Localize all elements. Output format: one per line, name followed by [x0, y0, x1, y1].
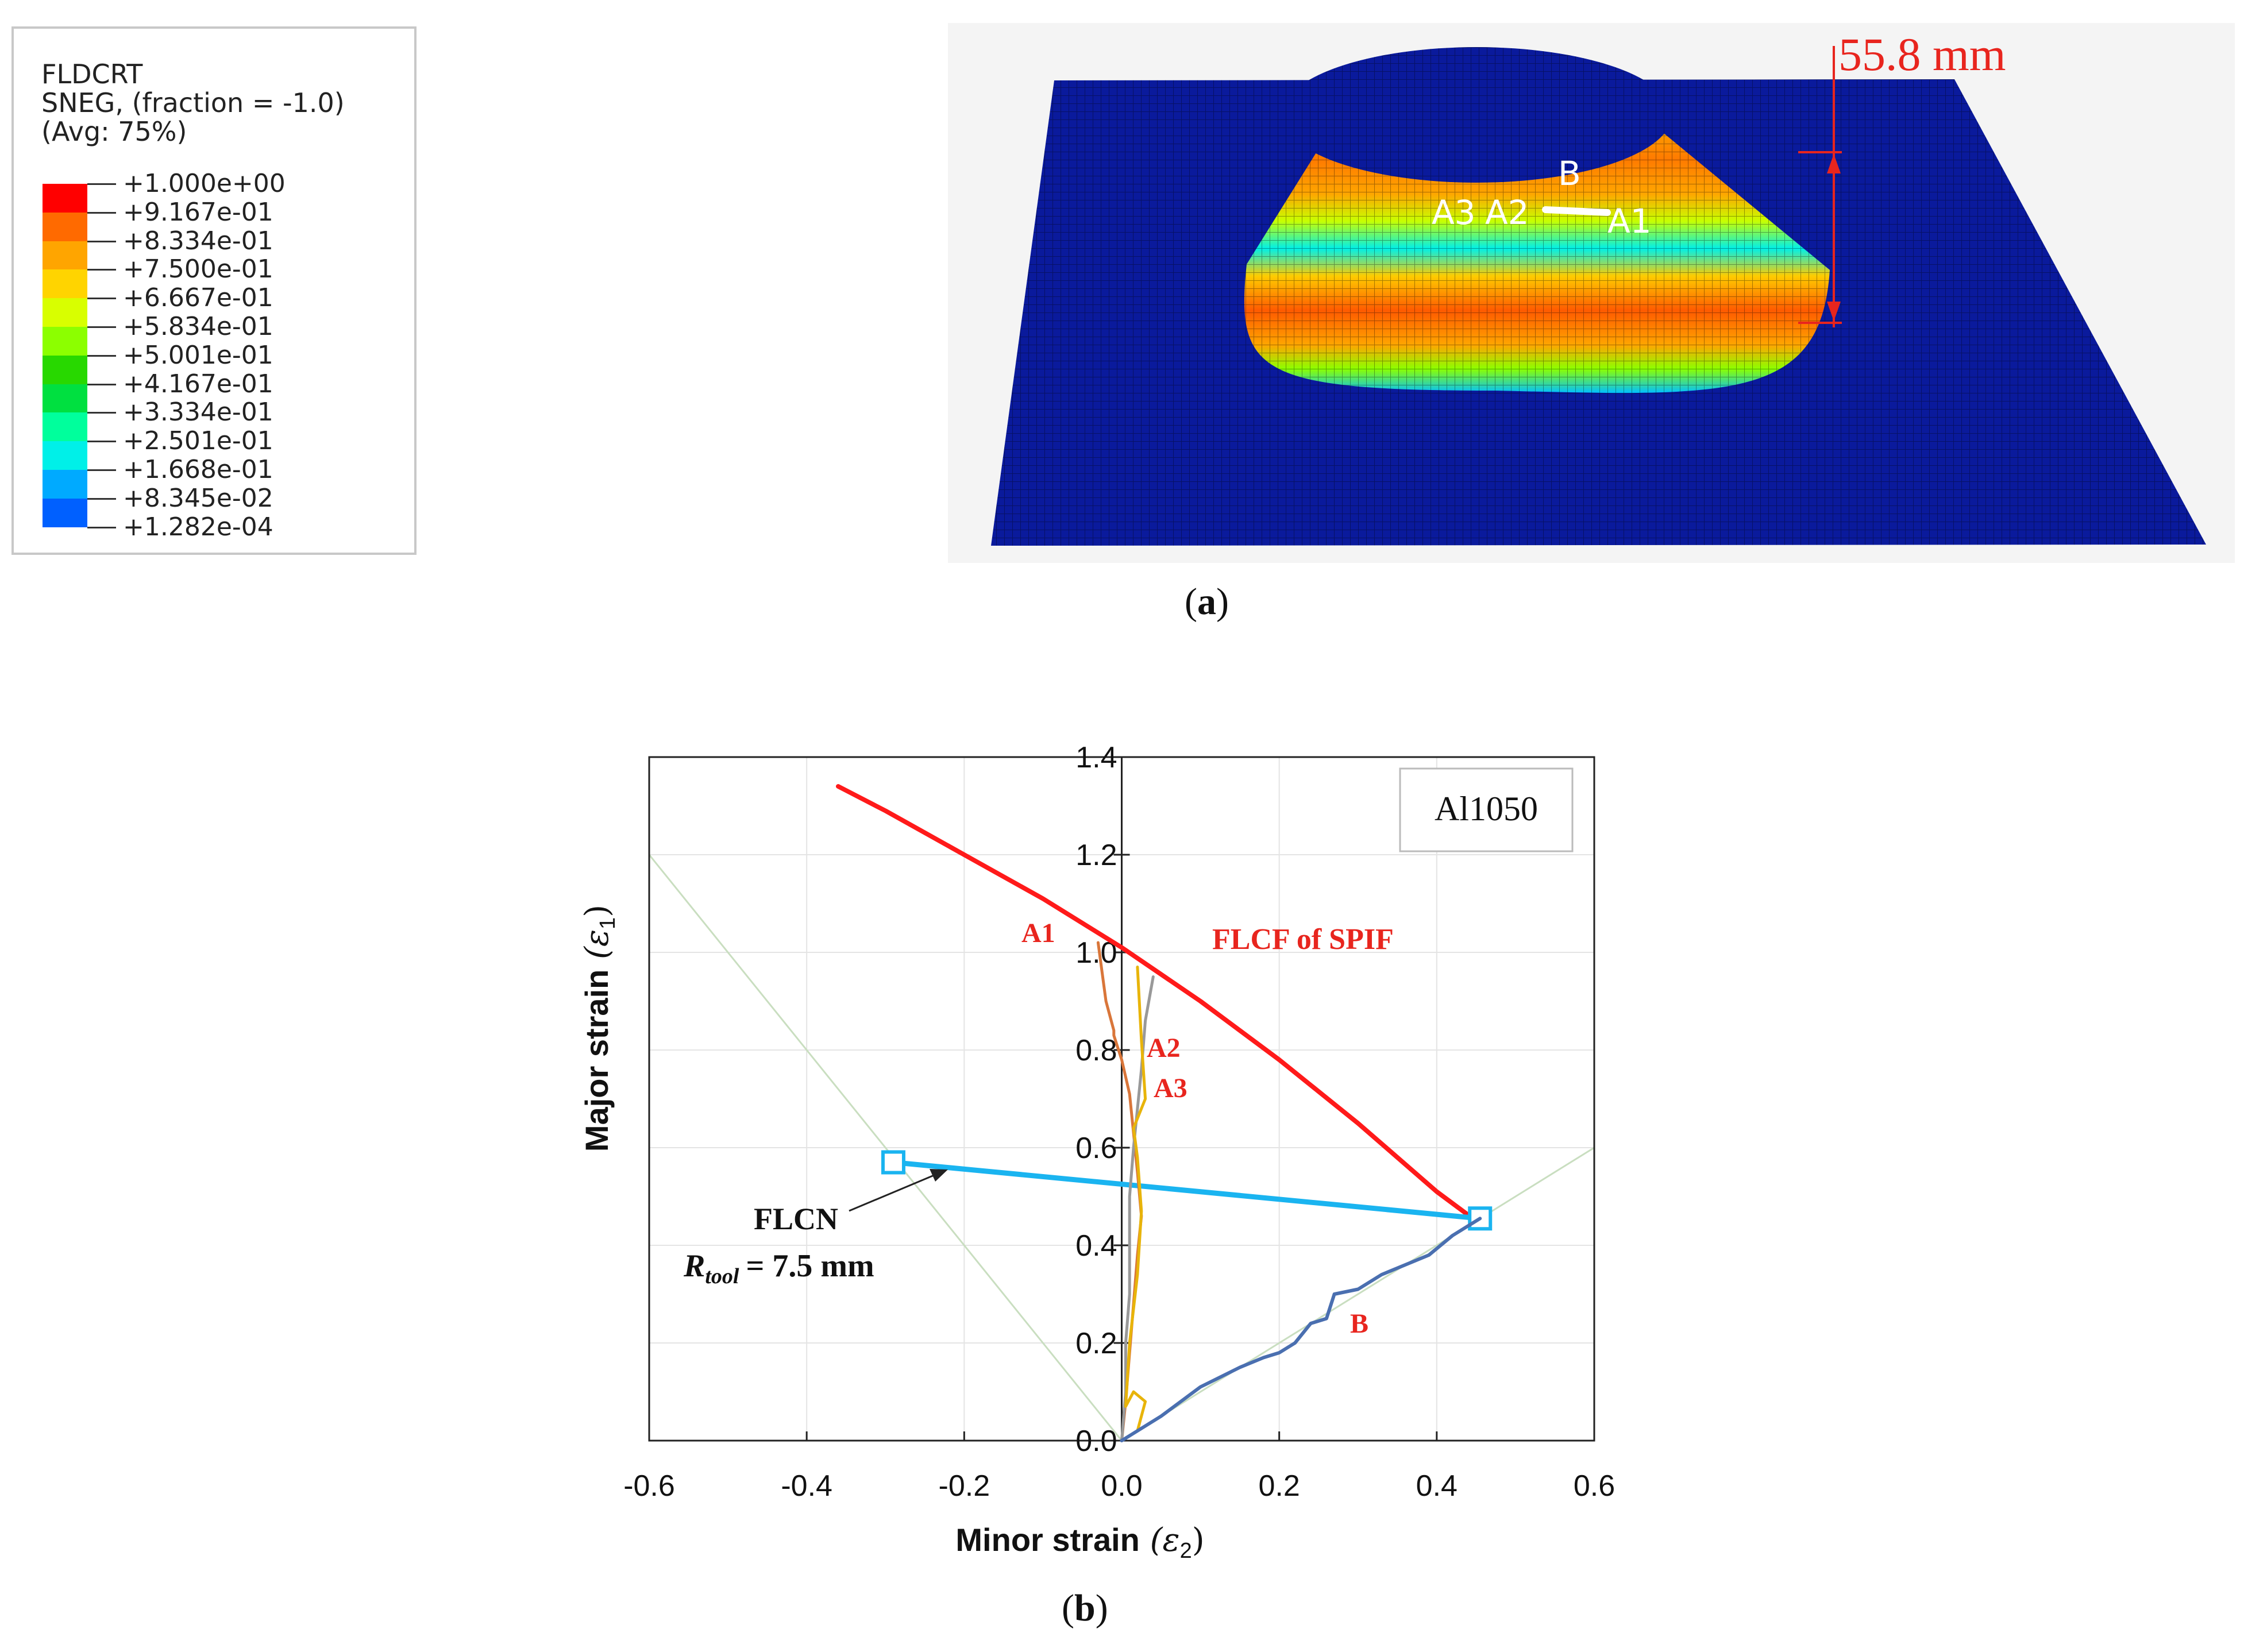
- y-tick-label: 0.2: [1075, 1327, 1117, 1360]
- cone-render: 55.8 mm B A1 A2 A3: [948, 23, 2235, 563]
- legend-value: +5.834e-01: [123, 312, 273, 341]
- x-axis-label: Minor strain (ε2): [955, 1522, 1204, 1563]
- legend-title-line-3: (Avg: 75%): [41, 116, 187, 147]
- legend-swatch: [43, 184, 87, 213]
- series-guide-left: [648, 854, 1123, 1442]
- legend-tick: [87, 183, 116, 185]
- flcf-label: FLCF of SPIF: [1212, 923, 1394, 956]
- x-tick-label: -0.2: [939, 1469, 990, 1503]
- rtool-label: Rtool = 7.5 mm: [683, 1248, 874, 1288]
- y-tick-label: 1.2: [1075, 839, 1117, 872]
- caption-a: (a): [1185, 581, 1229, 623]
- legend-value: +1.000e+00: [123, 169, 286, 198]
- y-tick-label: 1.4: [1075, 741, 1117, 774]
- point-label-a3: A3: [1432, 193, 1476, 232]
- y-tick-label: 0.6: [1075, 1132, 1117, 1165]
- x-tick-label: 0.6: [1574, 1469, 1615, 1503]
- fldcrt-legend: FLDCRT SNEG, (fraction = -1.0) (Avg: 75%…: [11, 26, 417, 555]
- legend-title-line-2: SNEG, (fraction = -1.0): [41, 87, 345, 118]
- flcn-marker: [1468, 1206, 1493, 1231]
- flcn-label: FLCN: [754, 1202, 838, 1236]
- flcn-pointer: [849, 1171, 943, 1212]
- a2-label: A2: [1147, 1033, 1181, 1063]
- legend-tick: [87, 211, 116, 214]
- legend-swatch: [43, 384, 87, 413]
- legend-value: +4.167e-01: [123, 369, 273, 399]
- legend-tick: [87, 441, 116, 443]
- legend-swatch: [43, 412, 87, 442]
- legend-value: +3.334e-01: [123, 397, 273, 427]
- series-guide-right: [1121, 1147, 1595, 1442]
- x-tick-label: 0.2: [1259, 1469, 1300, 1503]
- legend-value: +7.500e-01: [123, 254, 273, 284]
- y-tick-label: 0.8: [1075, 1034, 1117, 1067]
- legend-swatch: [43, 327, 87, 356]
- series-layer: [836, 784, 1493, 1442]
- x-tick-label: 0.0: [1101, 1469, 1142, 1503]
- cone-top-mesh: [1281, 47, 1672, 183]
- legend-swatch: [43, 212, 87, 241]
- legend-value: +9.167e-01: [123, 197, 273, 227]
- dimension-arrow-up: [1827, 154, 1841, 173]
- legend-tick: [87, 354, 116, 357]
- point-label-a1: A1: [1607, 202, 1652, 241]
- legend-value: +2.501e-01: [123, 426, 273, 456]
- series-a3: [1120, 966, 1147, 1442]
- legend-tick: [87, 497, 116, 500]
- legend-value: +8.345e-02: [123, 483, 273, 513]
- point-label-b: B: [1558, 154, 1581, 193]
- legend-value: +8.334e-01: [123, 226, 273, 256]
- material-legend-box: [1399, 767, 1574, 852]
- guide-layer: [648, 854, 1595, 1442]
- flcn-marker: [881, 1150, 905, 1175]
- point-label-a2: A2: [1485, 193, 1529, 232]
- series-a1: [1096, 941, 1143, 1442]
- x-tick-label: -0.4: [781, 1469, 832, 1503]
- y-tick-label: 0.0: [1075, 1425, 1117, 1458]
- series-flcf-of-spif: [836, 784, 1479, 1223]
- legend-tick: [87, 240, 116, 242]
- legend-tick: [87, 469, 116, 471]
- series-b: [1120, 1217, 1482, 1442]
- a1-label: A1: [1021, 918, 1055, 948]
- legend-value: +5.001e-01: [123, 340, 273, 370]
- b-label: B: [1350, 1309, 1368, 1339]
- legend-tick: [87, 269, 116, 271]
- tick-layer: -0.6 -0.4 -0.2 0.0 0.2 0.4 0.6 0.0 0.2 0.4 0.6 0.8 1…: [623, 741, 1615, 1503]
- measure-path-line: [1542, 206, 1611, 216]
- legend-swatch: [43, 355, 87, 384]
- legend-swatch: [43, 269, 87, 299]
- y-axis-label: Major strain (ε1): [579, 905, 620, 1152]
- flcn-pointer-head: [930, 1169, 948, 1182]
- legend-value: +1.282e-04: [123, 512, 273, 542]
- y-tick-label: 0.4: [1075, 1229, 1117, 1263]
- legend-tick: [87, 412, 116, 414]
- legend-tick: [87, 298, 116, 300]
- legend-title-line-1: FLDCRT: [41, 59, 143, 90]
- legend-value: +1.668e-01: [123, 455, 273, 484]
- legend-tick: [87, 383, 116, 385]
- a3-label: A3: [1154, 1073, 1187, 1103]
- legend-tick: [87, 326, 116, 328]
- caption-b: (b): [1062, 1587, 1108, 1629]
- legend-tick: [87, 526, 116, 528]
- dimension-arrow-down: [1827, 302, 1841, 321]
- legend-swatch: [43, 470, 87, 499]
- series-flcn: [890, 1160, 1483, 1221]
- dimension-label: 55.8 mm: [1838, 28, 2006, 80]
- legend-swatch: [43, 498, 87, 527]
- x-tick-label: -0.6: [623, 1469, 675, 1503]
- material-label: Al1050: [1435, 790, 1538, 828]
- legend-swatch: [43, 441, 87, 470]
- legend-value: +6.667e-01: [123, 283, 273, 313]
- x-tick-label: 0.4: [1416, 1469, 1458, 1503]
- legend-swatch: [43, 298, 87, 327]
- legend-swatch: [43, 241, 87, 270]
